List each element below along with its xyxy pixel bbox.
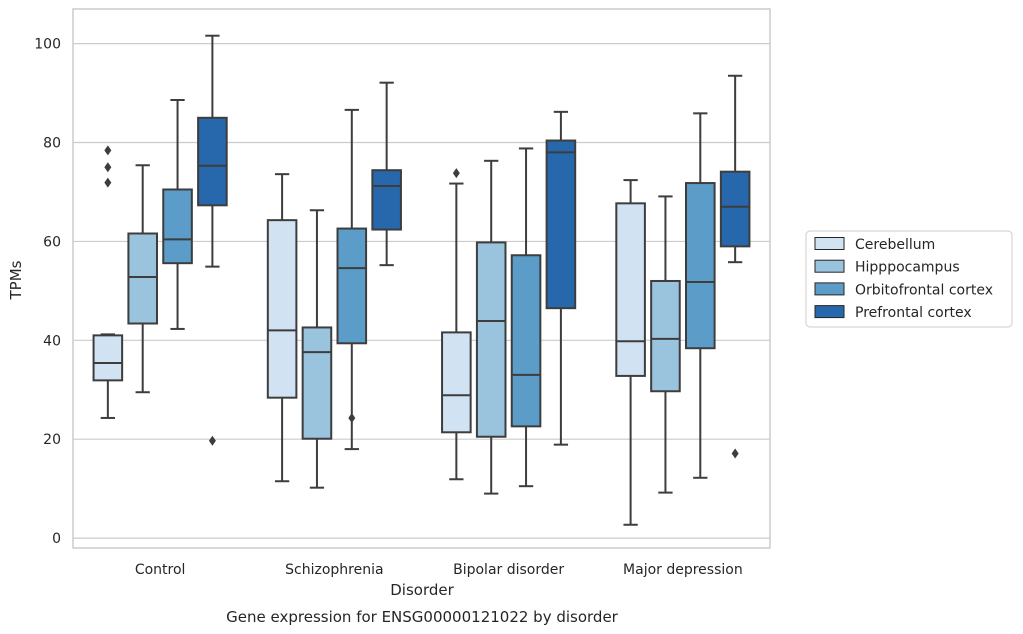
legend-swatch bbox=[814, 259, 845, 273]
y-axis-title: TPMs bbox=[7, 260, 25, 300]
y-tick-label: 20 bbox=[43, 432, 61, 448]
y-tick-label: 0 bbox=[52, 531, 61, 547]
box-prefrontal-cortex bbox=[371, 81, 402, 267]
box-orbitofrontal-cortex bbox=[162, 98, 193, 330]
box-iqr bbox=[197, 116, 228, 207]
box-orbitofrontal-cortex bbox=[510, 147, 542, 488]
box-iqr bbox=[266, 219, 298, 399]
outlier-point bbox=[452, 168, 460, 179]
legend-label: Cerebellum bbox=[855, 237, 935, 253]
box-iqr bbox=[650, 279, 681, 393]
legend-items: Cerebellum Hipppocampus Orbitofrontal cort… bbox=[814, 237, 993, 321]
legend-label: Prefrontal cortex bbox=[855, 305, 972, 321]
box-iqr bbox=[301, 326, 333, 440]
y-tick-labels: 0 20 40 60 80 100 bbox=[34, 37, 61, 547]
box-iqr bbox=[371, 169, 402, 231]
y-tick-label: 100 bbox=[34, 37, 61, 53]
box-iqr bbox=[162, 188, 193, 265]
box-cerebellum bbox=[441, 168, 472, 481]
box-cerebellum bbox=[92, 145, 124, 419]
outlier-point bbox=[731, 448, 739, 459]
x-tick-label: Bipolar disorder bbox=[453, 562, 564, 578]
legend: Cerebellum Hipppocampus Orbitofrontal cort… bbox=[805, 230, 1013, 328]
box-iqr bbox=[92, 334, 124, 382]
x-axis-title: Disorder bbox=[390, 581, 454, 599]
grid-lines bbox=[73, 43, 770, 539]
box-orbitofrontal-cortex bbox=[336, 108, 368, 451]
y-tick-label: 80 bbox=[43, 136, 61, 152]
x-tick-label: Schizophrenia bbox=[285, 562, 383, 578]
box-prefrontal-cortex bbox=[545, 110, 577, 446]
boxes bbox=[92, 34, 751, 526]
box-iqr bbox=[336, 227, 368, 345]
box-iqr bbox=[127, 232, 158, 325]
outlier-point bbox=[348, 412, 356, 423]
box-hipppocampus bbox=[650, 195, 681, 494]
legend-swatch bbox=[814, 282, 845, 296]
x-tick-labels: Control Schizophrenia Bipolar disorder Majo… bbox=[135, 562, 743, 578]
legend-swatch bbox=[814, 237, 845, 250]
outlier-point bbox=[104, 177, 112, 188]
box-iqr bbox=[719, 170, 751, 248]
legend-label: Orbitofrontal cortex bbox=[855, 282, 993, 298]
x-tick-label: Control bbox=[135, 562, 186, 578]
box-hipppocampus bbox=[475, 159, 507, 495]
y-tick-label: 60 bbox=[43, 234, 61, 250]
outlier-point bbox=[208, 435, 216, 446]
x-tick-label: Major depression bbox=[623, 562, 743, 578]
box-hipppocampus bbox=[301, 209, 333, 489]
box-prefrontal-cortex bbox=[719, 74, 751, 459]
box-cerebellum bbox=[266, 173, 298, 483]
box-iqr bbox=[441, 331, 472, 434]
outlier-point bbox=[104, 162, 112, 173]
box-iqr bbox=[685, 182, 716, 350]
plot-area bbox=[72, 8, 771, 549]
outlier-point bbox=[104, 145, 112, 156]
box-orbitofrontal-cortex bbox=[685, 112, 716, 479]
box-iqr bbox=[545, 139, 577, 310]
box-cerebellum bbox=[615, 179, 646, 526]
box-iqr bbox=[615, 202, 646, 377]
legend-label: Hipppocampus bbox=[855, 260, 960, 276]
box-iqr bbox=[475, 241, 507, 438]
box-prefrontal-cortex bbox=[197, 34, 228, 446]
box-hipppocampus bbox=[127, 164, 158, 394]
box-iqr bbox=[510, 254, 542, 428]
chart-caption: Gene expression for ENSG00000121022 by d… bbox=[226, 608, 619, 626]
legend-frame bbox=[805, 230, 1013, 328]
y-tick-label: 40 bbox=[43, 333, 61, 349]
legend-swatch bbox=[814, 305, 845, 319]
